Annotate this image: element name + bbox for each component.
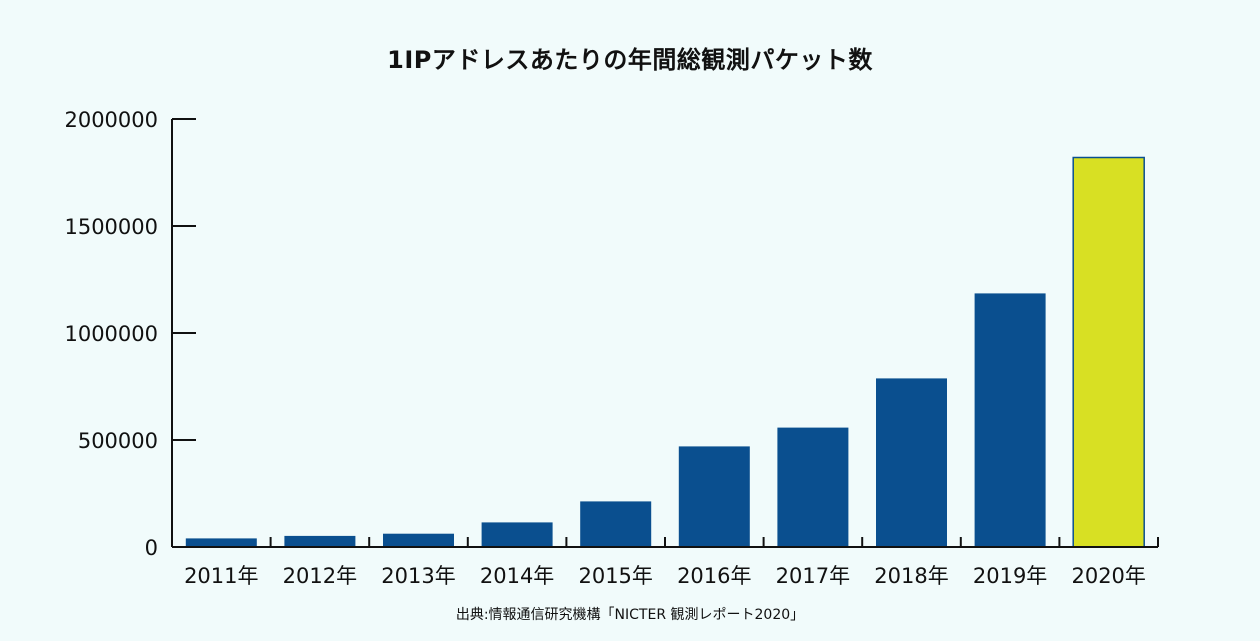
source-note: 出典:情報通信研究機構「NICTER 観測レポート2020」 (455, 607, 805, 623)
x-tick-label: 2014年 (480, 564, 554, 588)
bar-2014年 (481, 522, 553, 547)
x-tick-label: 2018年 (874, 564, 948, 588)
bar-2020年 (1072, 156, 1145, 548)
y-tick-label: 1500000 (64, 215, 158, 239)
bar-2012年 (284, 535, 356, 547)
x-tick-label: 2019年 (973, 564, 1047, 588)
y-tick-label: 0 (145, 536, 158, 560)
x-tick-label: 2016年 (677, 564, 751, 588)
bar-2019年 (974, 293, 1046, 547)
x-tick-label: 2020年 (1071, 564, 1145, 588)
x-tick-label: 2011年 (184, 564, 258, 588)
y-tick-label: 500000 (78, 429, 158, 453)
bar-2011年 (185, 538, 257, 547)
x-tick-label: 2013年 (381, 564, 455, 588)
y-tick-label: 1000000 (64, 322, 158, 346)
bar-2018年 (876, 378, 947, 547)
bar-2013年 (383, 533, 454, 547)
plot-area: 0 500000 1000000 1500000 2000000 2011年 2012年 20… (64, 108, 1159, 588)
bar-2015年 (580, 501, 652, 547)
x-tick-label: 2012年 (283, 564, 357, 588)
x-tick-label: 2015年 (578, 564, 652, 588)
bar-2016年 (678, 446, 750, 547)
chart-title: 1IPアドレスあたりの年間総観測パケット数 (387, 46, 873, 74)
y-tick-label: 2000000 (64, 108, 158, 132)
x-tick-label: 2017年 (776, 564, 850, 588)
bar-2017年 (777, 427, 849, 547)
